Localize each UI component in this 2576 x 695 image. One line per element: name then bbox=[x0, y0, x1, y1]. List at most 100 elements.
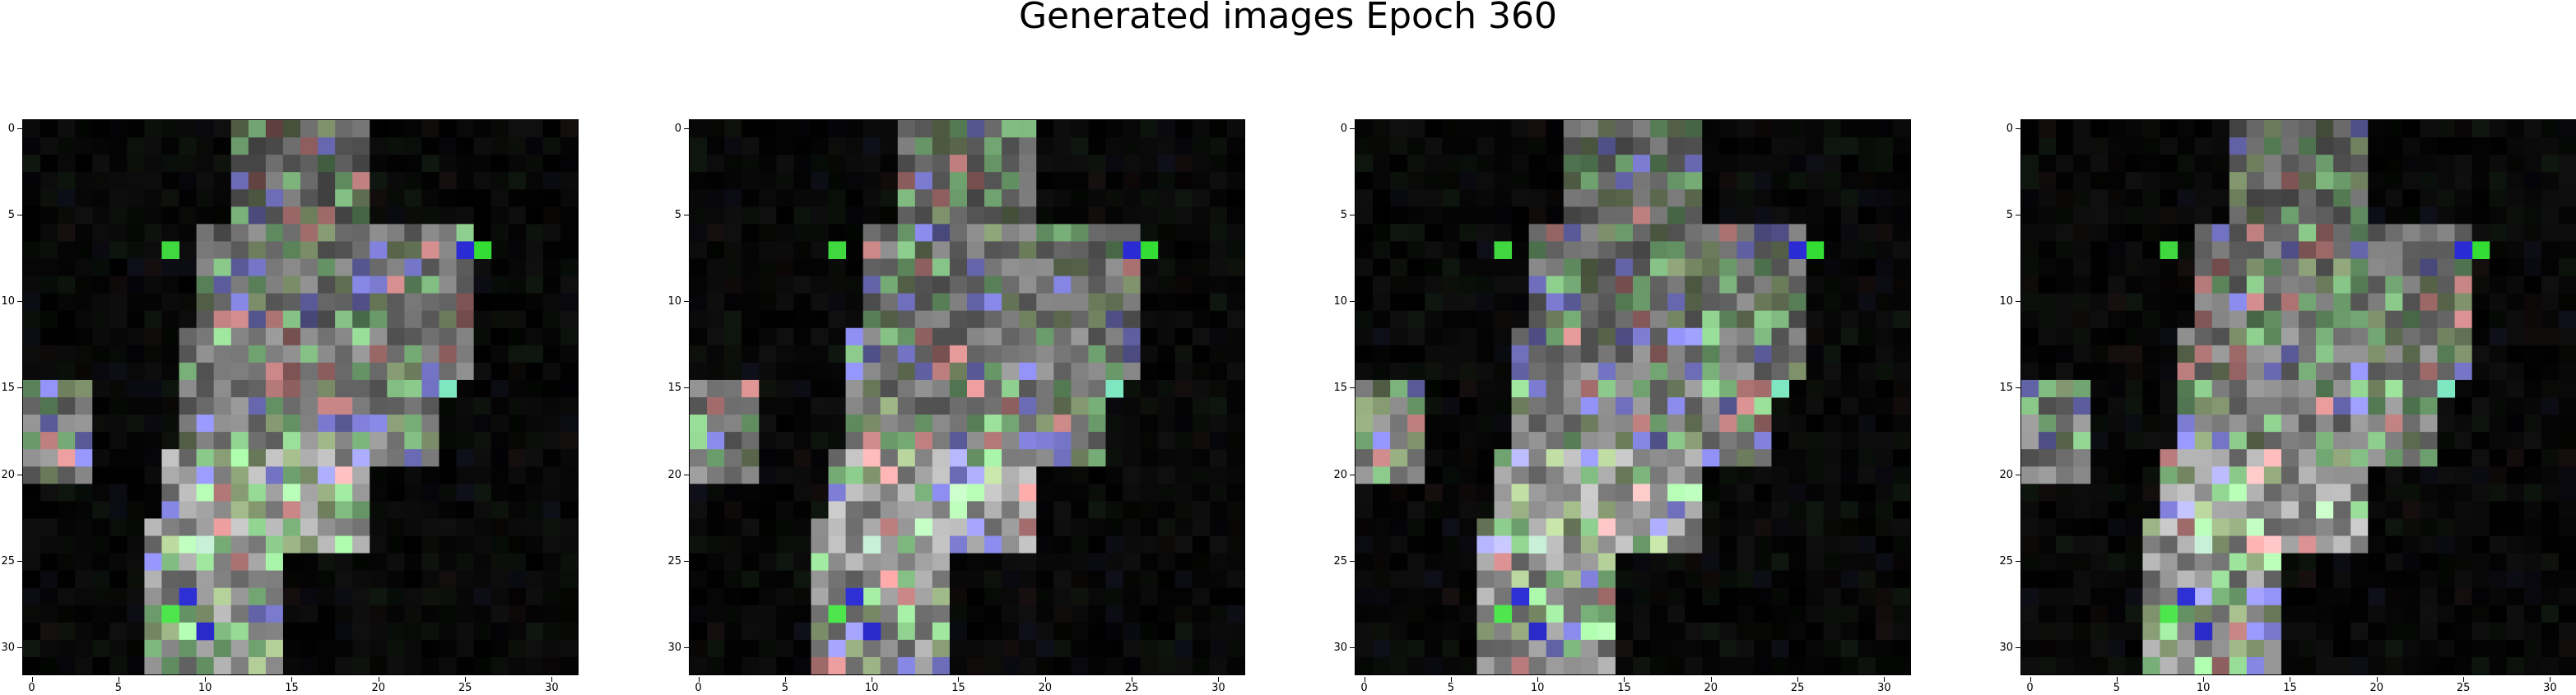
pixel-cell bbox=[2263, 310, 2282, 329]
pixel-cell bbox=[897, 120, 916, 138]
pixel-cell bbox=[1002, 327, 1020, 346]
pixel-cell bbox=[2056, 466, 2074, 484]
pixel-cell bbox=[1892, 518, 1910, 537]
pixel-cell bbox=[2368, 120, 2386, 138]
pixel-cell bbox=[1407, 501, 1425, 519]
pixel-cell bbox=[1053, 120, 1072, 138]
pixel-cell bbox=[473, 622, 492, 641]
pixel-cell bbox=[2402, 587, 2420, 606]
pixel-cell bbox=[1685, 258, 1703, 277]
pixel-cell bbox=[811, 224, 830, 242]
pixel-cell bbox=[1476, 310, 1495, 329]
pixel-cell bbox=[352, 258, 370, 277]
pixel-cell bbox=[213, 622, 232, 641]
pixel-cell bbox=[1140, 189, 1159, 207]
pixel-cell bbox=[2316, 293, 2334, 312]
pixel-cell bbox=[1002, 155, 1020, 173]
pixel-cell bbox=[1597, 224, 1616, 242]
pixel-cell bbox=[1685, 345, 1703, 364]
pixel-cell bbox=[1615, 397, 1634, 415]
pixel-cell bbox=[1192, 622, 1211, 641]
pixel-cell bbox=[845, 293, 864, 312]
pixel-cell bbox=[1140, 415, 1159, 433]
pixel-cell bbox=[1528, 466, 1547, 484]
pixel-cell bbox=[1407, 293, 1425, 312]
pixel-heatmap bbox=[1355, 120, 1910, 674]
pixel-cell bbox=[2350, 155, 2369, 173]
pixel-cell bbox=[1226, 362, 1244, 381]
pixel-cell bbox=[58, 189, 76, 207]
pixel-cell bbox=[1875, 605, 1894, 623]
pixel-cell bbox=[897, 327, 916, 346]
pixel-cell bbox=[75, 553, 93, 572]
pixel-cell bbox=[2073, 293, 2091, 312]
pixel-cell bbox=[1702, 258, 1720, 277]
pixel-cell bbox=[1476, 518, 1495, 537]
pixel-cell bbox=[265, 293, 284, 312]
pixel-cell bbox=[2160, 120, 2178, 138]
pixel-cell bbox=[92, 639, 110, 658]
pixel-cell bbox=[845, 120, 864, 138]
pixel-cell bbox=[491, 310, 509, 329]
pixel-cell bbox=[560, 432, 578, 450]
pixel-cell bbox=[370, 155, 388, 173]
pixel-cell bbox=[1528, 362, 1547, 381]
pixel-cell bbox=[282, 327, 301, 346]
pixel-cell bbox=[23, 137, 41, 155]
pixel-cell bbox=[1425, 587, 1443, 606]
pixel-cell bbox=[179, 379, 198, 398]
pixel-cell bbox=[932, 172, 951, 190]
pixel-cell bbox=[1892, 432, 1910, 450]
pixel-cell bbox=[984, 137, 1002, 155]
pixel-cell bbox=[845, 587, 864, 606]
pixel-cell bbox=[811, 189, 830, 207]
pixel-cell bbox=[2246, 553, 2265, 572]
pixel-cell bbox=[265, 570, 284, 589]
pixel-cell bbox=[1019, 327, 1037, 346]
pixel-cell bbox=[2194, 345, 2213, 364]
pixel-cell bbox=[542, 293, 561, 312]
pixel-cell bbox=[335, 310, 353, 329]
pixel-cell bbox=[2333, 535, 2351, 554]
pixel-cell bbox=[1157, 310, 1176, 329]
pixel-cell bbox=[1140, 310, 1159, 329]
pixel-cell bbox=[1174, 535, 1193, 554]
pixel-cell bbox=[1685, 587, 1703, 606]
pixel-cell bbox=[1088, 639, 1107, 658]
pixel-cell bbox=[759, 310, 777, 329]
pixel-cell bbox=[2108, 639, 2126, 658]
pixel-cell bbox=[880, 155, 899, 173]
x-tick-label: 20 bbox=[2364, 677, 2389, 693]
pixel-cell bbox=[196, 570, 215, 589]
pixel-cell bbox=[387, 415, 405, 433]
pixel-cell bbox=[352, 432, 370, 450]
pixel-cell bbox=[1788, 570, 1807, 589]
pixel-cell bbox=[845, 345, 864, 364]
pixel-cell bbox=[1615, 518, 1634, 537]
pixel-cell bbox=[1494, 327, 1513, 346]
pixel-cell bbox=[2437, 397, 2456, 415]
pixel-cell bbox=[2368, 276, 2386, 294]
pixel-cell bbox=[863, 155, 881, 173]
pixel-cell bbox=[248, 605, 267, 623]
pixel-cell bbox=[1123, 224, 1142, 242]
pixel-cell bbox=[759, 258, 777, 277]
pixel-cell bbox=[1597, 518, 1616, 537]
pixel-cell bbox=[456, 466, 475, 484]
pixel-cell bbox=[2489, 466, 2508, 484]
pixel-cell bbox=[404, 137, 422, 155]
pixel-cell bbox=[23, 189, 41, 207]
pixel-cell bbox=[2368, 622, 2386, 641]
pixel-cell bbox=[863, 362, 881, 381]
pixel-cell bbox=[793, 518, 811, 537]
x-tick-label: 30 bbox=[1206, 677, 1230, 693]
pixel-cell bbox=[1123, 570, 1142, 589]
pixel-cell bbox=[949, 605, 968, 623]
pixel-cell bbox=[196, 518, 215, 537]
pixel-cell bbox=[1580, 310, 1599, 329]
pixel-cell bbox=[2523, 501, 2542, 519]
pixel-cell bbox=[2385, 518, 2403, 537]
pixel-cell bbox=[421, 310, 440, 329]
pixel-cell bbox=[2021, 501, 2039, 519]
pixel-cell bbox=[1858, 120, 1876, 138]
